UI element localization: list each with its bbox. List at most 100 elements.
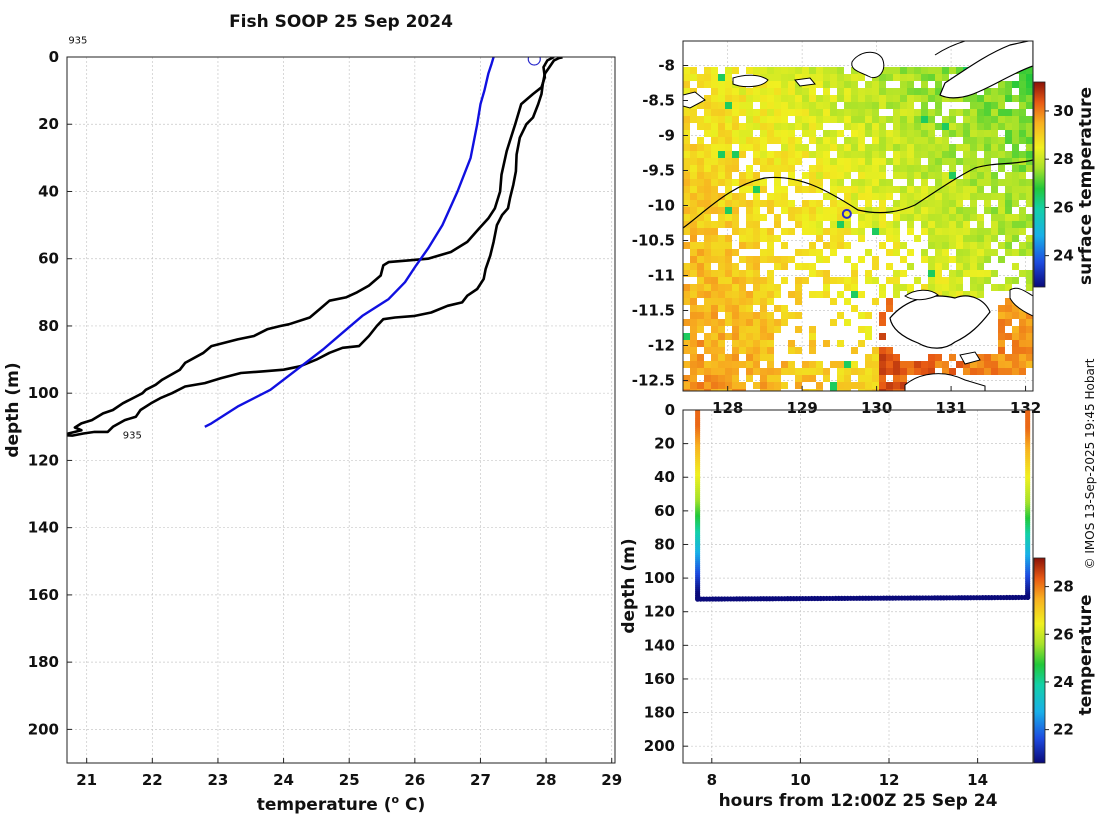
map-sst-cell	[760, 284, 767, 291]
map-sst-cell	[907, 263, 914, 270]
map-sst-cell	[816, 214, 823, 221]
map-sst-cell	[942, 200, 949, 207]
temperature-colorbar-tick-label: 28	[1053, 578, 1074, 596]
map-sst-cell	[970, 368, 977, 375]
map-sst-cell	[991, 109, 998, 116]
map-sst-cell	[1012, 137, 1019, 144]
map-sst-cell	[977, 242, 984, 249]
map-sst-cell	[774, 95, 781, 102]
map-sst-cell	[942, 144, 949, 151]
map-sst-cell	[704, 319, 711, 326]
map-sst-cell	[977, 228, 984, 235]
map-sst-cell	[760, 249, 767, 256]
map-sst-cell	[893, 375, 900, 382]
map-sst-cell	[844, 88, 851, 95]
map-sst-cell	[718, 270, 725, 277]
map-sst-cell	[746, 235, 753, 242]
map-sst-cell	[704, 130, 711, 137]
map-sst-cell	[991, 144, 998, 151]
map-sst-cell	[830, 235, 837, 242]
map-sst-cell	[816, 382, 823, 389]
map-sst-cell	[984, 242, 991, 249]
map-sst-cell	[998, 214, 1005, 221]
map-sst-cell	[732, 354, 739, 361]
map-sst-cell	[970, 123, 977, 130]
map-sst-cell	[711, 242, 718, 249]
map-sst-cell	[816, 361, 823, 368]
map-sst-cell	[690, 284, 697, 291]
map-sst-cell	[921, 368, 928, 375]
map-sst-cell	[753, 382, 760, 389]
map-sst-cell	[795, 158, 802, 165]
map-sst-cell	[858, 228, 865, 235]
map-sst-cell	[697, 326, 704, 333]
map-sst-cell	[914, 235, 921, 242]
map-sst-cell	[739, 284, 746, 291]
map-sst-cell	[816, 207, 823, 214]
map-sst-cell	[1005, 109, 1012, 116]
map-sst-cell	[711, 172, 718, 179]
map-sst-cell	[739, 312, 746, 319]
map-sst-cell	[858, 165, 865, 172]
map-sst-cell	[921, 172, 928, 179]
map-sst-cell	[830, 277, 837, 284]
map-sst-cell	[844, 361, 851, 368]
map-sst-cell	[893, 109, 900, 116]
map-sst-cell	[830, 179, 837, 186]
map-sst-cell	[851, 291, 858, 298]
map-sst-cell	[893, 368, 900, 375]
map-sst-cell	[858, 389, 865, 391]
map-sst-cell	[732, 326, 739, 333]
map-sst-cell	[1012, 326, 1019, 333]
map-sst-cell	[998, 109, 1005, 116]
map-sst-cell	[900, 144, 907, 151]
map-sst-cell	[900, 200, 907, 207]
map-sst-cell	[739, 102, 746, 109]
map-sst-cell	[998, 284, 1005, 291]
map-sst-cell	[690, 228, 697, 235]
map-sst-cell	[858, 291, 865, 298]
map-sst-cell	[949, 116, 956, 123]
map-sst-cell	[704, 347, 711, 354]
map-sst-cell	[781, 165, 788, 172]
map-sst-cell	[1026, 319, 1033, 326]
map-sst-cell	[760, 130, 767, 137]
map-sst-cell	[900, 214, 907, 221]
map-sst-cell	[872, 354, 879, 361]
map-sst-cell	[942, 130, 949, 137]
map-coastlines	[683, 41, 1033, 391]
map-sst-cell	[998, 116, 1005, 123]
map-sst-cell	[795, 102, 802, 109]
map-sst-cell	[970, 242, 977, 249]
map-sst-cell	[942, 67, 949, 74]
map-sst-cell	[858, 326, 865, 333]
map-sst-cell	[977, 235, 984, 242]
map-sst-cell	[683, 179, 690, 186]
map-sst-cell	[823, 270, 830, 277]
profile-xtick-label: 28	[536, 771, 557, 789]
map-sst-cell	[837, 88, 844, 95]
map-sst-cell	[739, 144, 746, 151]
map-sst-cell	[921, 130, 928, 137]
map-sst-cell	[704, 389, 711, 391]
map-sst-cell	[949, 277, 956, 284]
map-sst-cell	[718, 179, 725, 186]
map-sst-cell	[935, 207, 942, 214]
map-sst-cell	[697, 207, 704, 214]
map-sst-cell	[774, 291, 781, 298]
map-sst-cell	[963, 249, 970, 256]
map-sst-cell	[844, 102, 851, 109]
map-sst-cell	[760, 382, 767, 389]
map-sst-cell	[998, 354, 1005, 361]
map-sst-cell	[690, 368, 697, 375]
map-sst-cell	[907, 81, 914, 88]
map-sst-cell	[1005, 186, 1012, 193]
map-sst-cell	[774, 151, 781, 158]
map-sst-cell	[991, 186, 998, 193]
map-sst-cell	[914, 193, 921, 200]
map-sst-cell	[900, 130, 907, 137]
map-sst-cell	[711, 333, 718, 340]
map-sst-cell	[760, 95, 767, 102]
map-sst-cell	[718, 172, 725, 179]
